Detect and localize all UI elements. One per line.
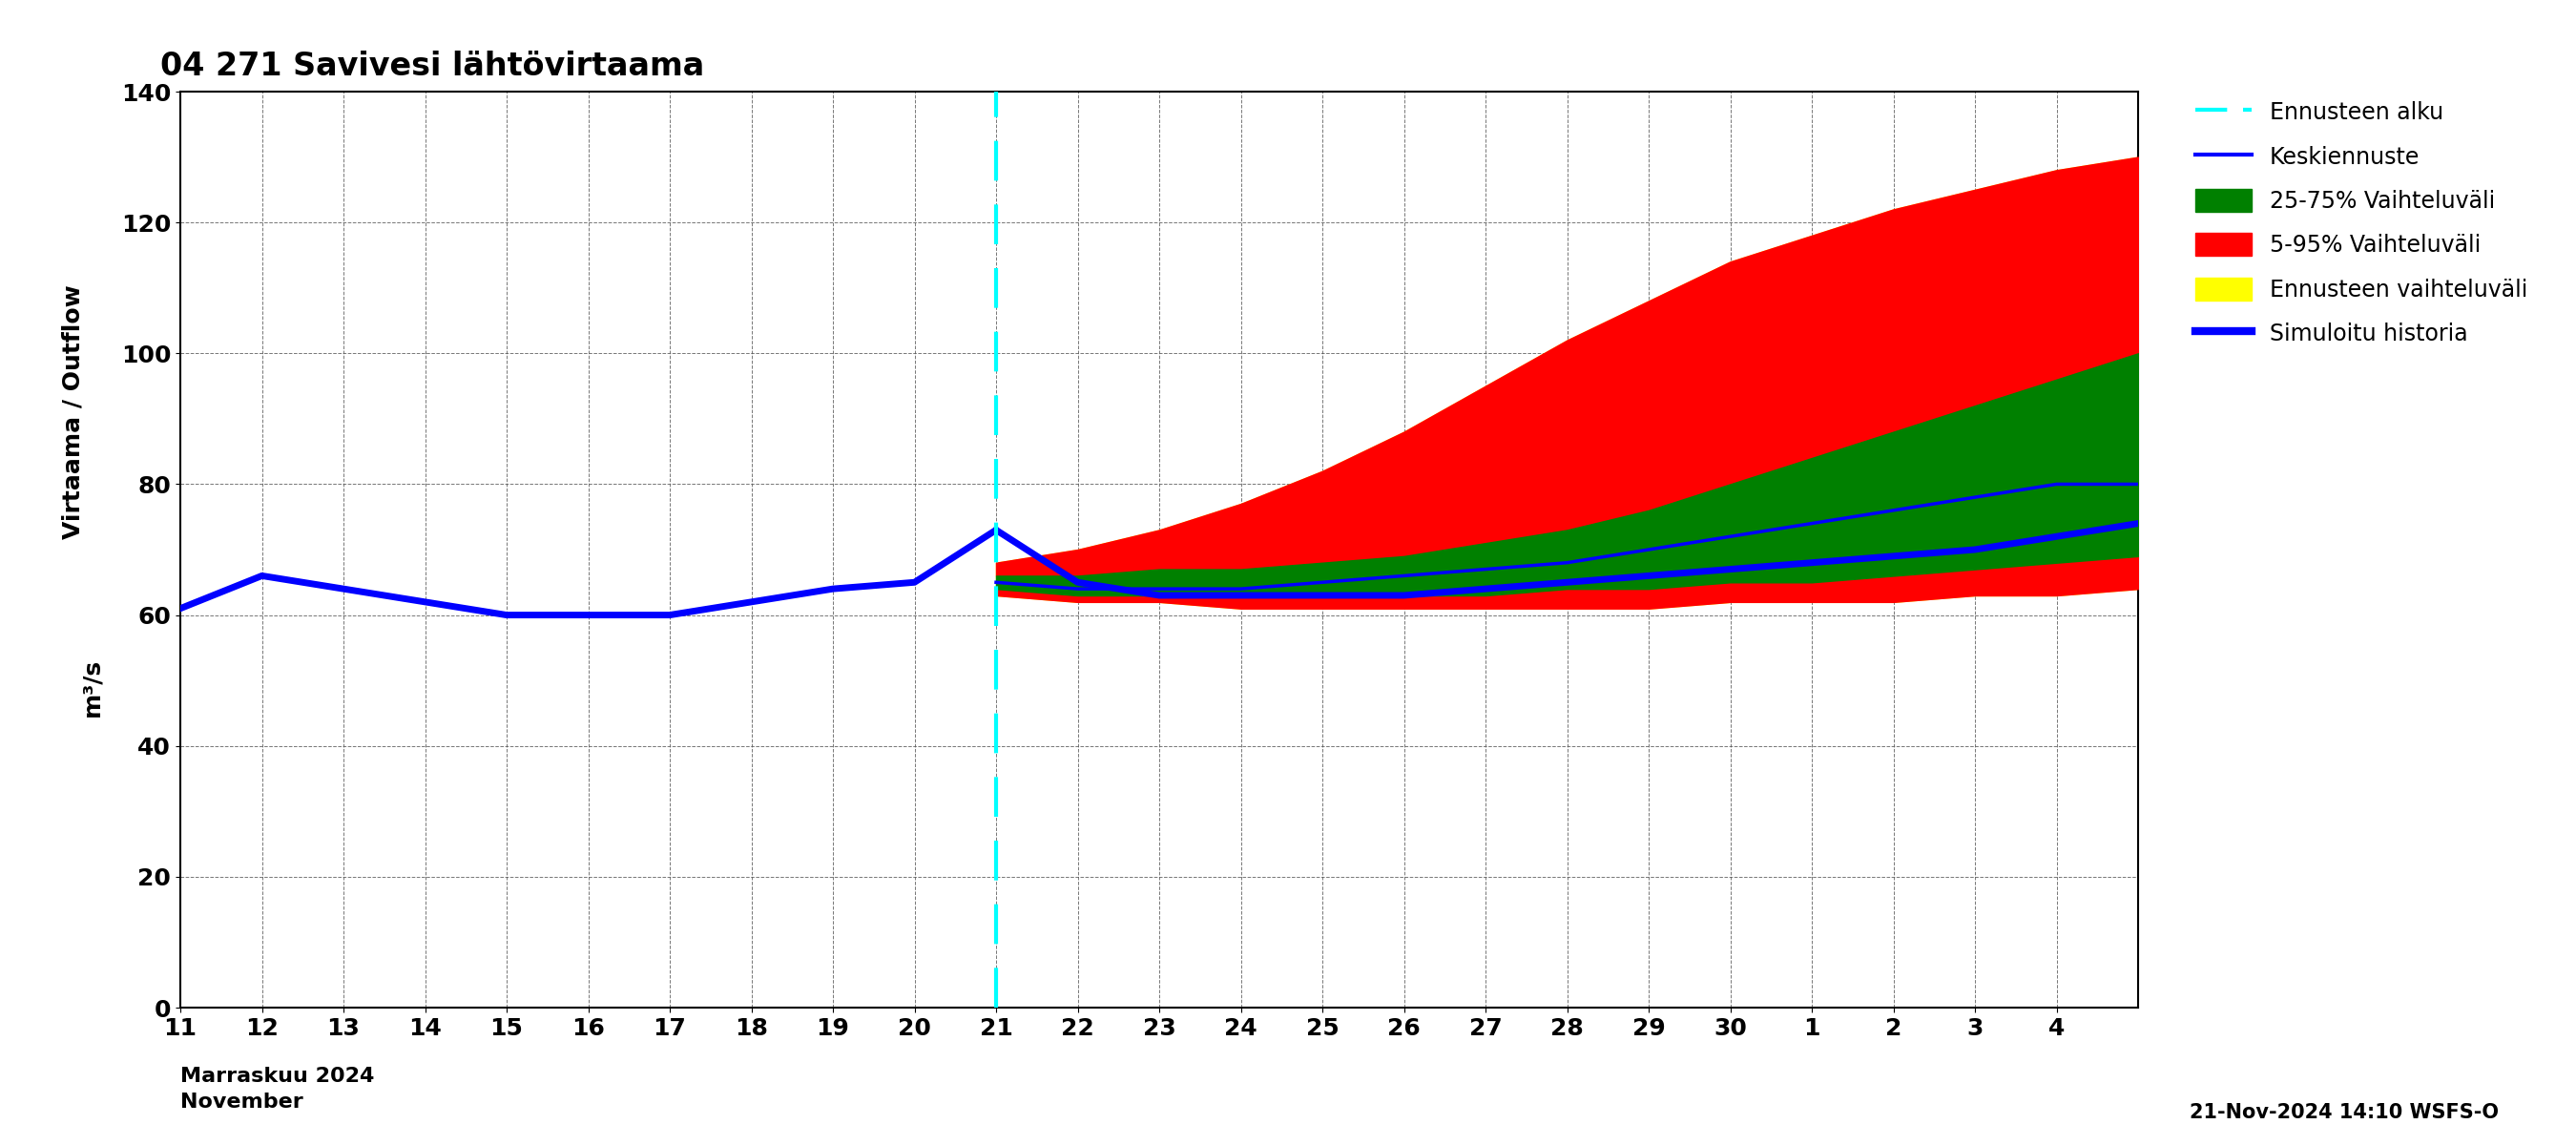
- Text: 21-Nov-2024 14:10 WSFS-O: 21-Nov-2024 14:10 WSFS-O: [2190, 1103, 2499, 1122]
- Text: m³/s: m³/s: [80, 658, 103, 716]
- Legend: Ennusteen alku, Keskiennuste, 25-75% Vaihteluväli, 5-95% Vaihteluväli, Ennusteen: Ennusteen alku, Keskiennuste, 25-75% Vai…: [2190, 94, 2535, 353]
- Text: Virtaama / Outflow: Virtaama / Outflow: [62, 285, 85, 539]
- Text: 04 271 Savivesi lähtövirtaama: 04 271 Savivesi lähtövirtaama: [160, 50, 706, 82]
- Text: November: November: [180, 1092, 304, 1112]
- Text: Marraskuu 2024: Marraskuu 2024: [180, 1066, 374, 1085]
